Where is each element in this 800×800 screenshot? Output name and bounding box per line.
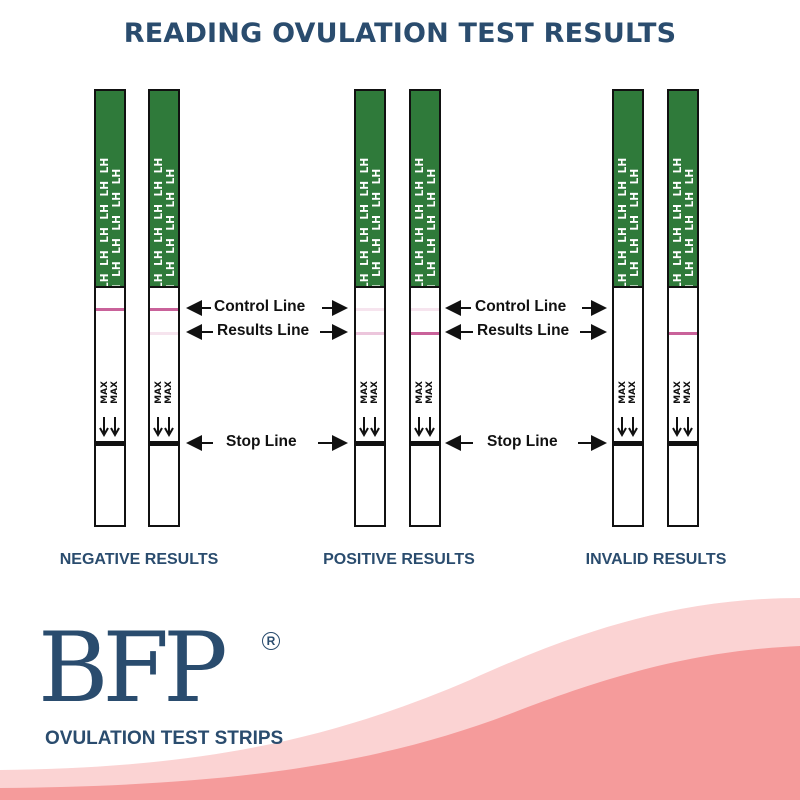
control-line <box>356 308 384 311</box>
results-line <box>669 332 697 335</box>
lh-text: LH LH LH LH LH LH <box>414 157 426 288</box>
absorbent-wick: LH LH LH LH LH LH LH LH LH LH LH LH <box>150 91 178 288</box>
control-line-label-right: Control Line <box>475 298 567 315</box>
lh-text: LH LH LH LH LH LH <box>684 168 696 288</box>
test-strip: LH LH LH LH LH LH LH LH LH LH LH LH MAX MAX <box>612 89 644 527</box>
brand-tagline: OVULATION TEST STRIPS <box>45 728 284 749</box>
down-arrows-icon <box>617 417 638 438</box>
absorbent-wick: LH LH LH LH LH LH LH LH LH LH LH LH <box>356 91 384 288</box>
test-strip: LH LH LH LH LH LH LH LH LH LH LH LH MAX MAX <box>148 89 180 527</box>
results-line <box>411 332 439 335</box>
absorbent-wick: LH LH LH LH LH LH LH LH LH LH LH LH <box>614 91 642 288</box>
category-invalid: INVALID RESULTS <box>585 551 727 568</box>
registered-trademark-icon: R <box>262 632 280 650</box>
max-text: MAX <box>628 381 638 404</box>
lh-text: LH LH LH LH LH LH <box>617 157 629 288</box>
control-line <box>150 308 178 311</box>
stop-line <box>356 441 384 446</box>
lh-text: LH LH LH LH LH LH <box>153 157 165 288</box>
down-arrows-icon <box>99 417 120 438</box>
lh-text: LH LH LH LH LH LH <box>371 168 383 288</box>
test-strip: LH LH LH LH LH LH LH LH LH LH LH LH MAX MAX <box>354 89 386 527</box>
stop-line <box>150 441 178 446</box>
decorative-wave <box>0 598 800 800</box>
stop-line <box>96 441 124 446</box>
stop-line-label-right: Stop Line <box>487 433 558 450</box>
results-line-label-left: Results Line <box>217 322 310 339</box>
test-strip: LH LH LH LH LH LH LH LH LH LH LH LH MAX MAX <box>409 89 441 527</box>
down-arrows-icon <box>359 417 380 438</box>
bfp-logo: BFP <box>38 612 228 724</box>
category-positive: POSITIVE RESULTS <box>323 551 475 568</box>
max-text: MAX <box>683 381 693 404</box>
max-text: MAX <box>370 381 380 404</box>
stop-line <box>614 441 642 446</box>
lh-text: LH LH LH LH LH LH <box>165 168 177 288</box>
absorbent-wick: LH LH LH LH LH LH LH LH LH LH LH LH <box>96 91 124 288</box>
lh-text: LH LH LH LH LH LH <box>111 168 123 288</box>
lh-text: LH LH LH LH LH LH <box>359 157 371 288</box>
control-line <box>411 308 439 311</box>
max-text: MAX <box>110 381 120 404</box>
page-title: READING OVULATION TEST RESULTS <box>123 18 677 49</box>
absorbent-wick: LH LH LH LH LH LH LH LH LH LH LH LH <box>669 91 697 288</box>
results-line <box>150 332 178 335</box>
test-strip: LH LH LH LH LH LH LH LH LH LH LH LH MAX MAX <box>667 89 699 527</box>
lh-text: LH LH LH LH LH LH <box>426 168 438 288</box>
stop-line <box>411 441 439 446</box>
absorbent-wick: LH LH LH LH LH LH LH LH LH LH LH LH <box>411 91 439 288</box>
stop-line-label-left: Stop Line <box>226 433 297 450</box>
category-negative: NEGATIVE RESULTS <box>59 551 219 568</box>
max-text: MAX <box>164 381 174 404</box>
down-arrows-icon <box>672 417 693 438</box>
lh-text: LH LH LH LH LH LH <box>99 157 111 288</box>
test-strip: LH LH LH LH LH LH LH LH LH LH LH LH MAX MAX <box>94 89 126 527</box>
max-text: MAX <box>425 381 435 404</box>
results-line-label-right: Results Line <box>477 322 570 339</box>
results-line <box>356 332 384 335</box>
lh-text: LH LH LH LH LH LH <box>629 168 641 288</box>
down-arrows-icon <box>414 417 435 438</box>
stop-line <box>669 441 697 446</box>
down-arrows-icon <box>153 417 174 438</box>
lh-text: LH LH LH LH LH LH <box>672 157 684 288</box>
control-line <box>96 308 124 311</box>
control-line-label-left: Control Line <box>214 298 306 315</box>
